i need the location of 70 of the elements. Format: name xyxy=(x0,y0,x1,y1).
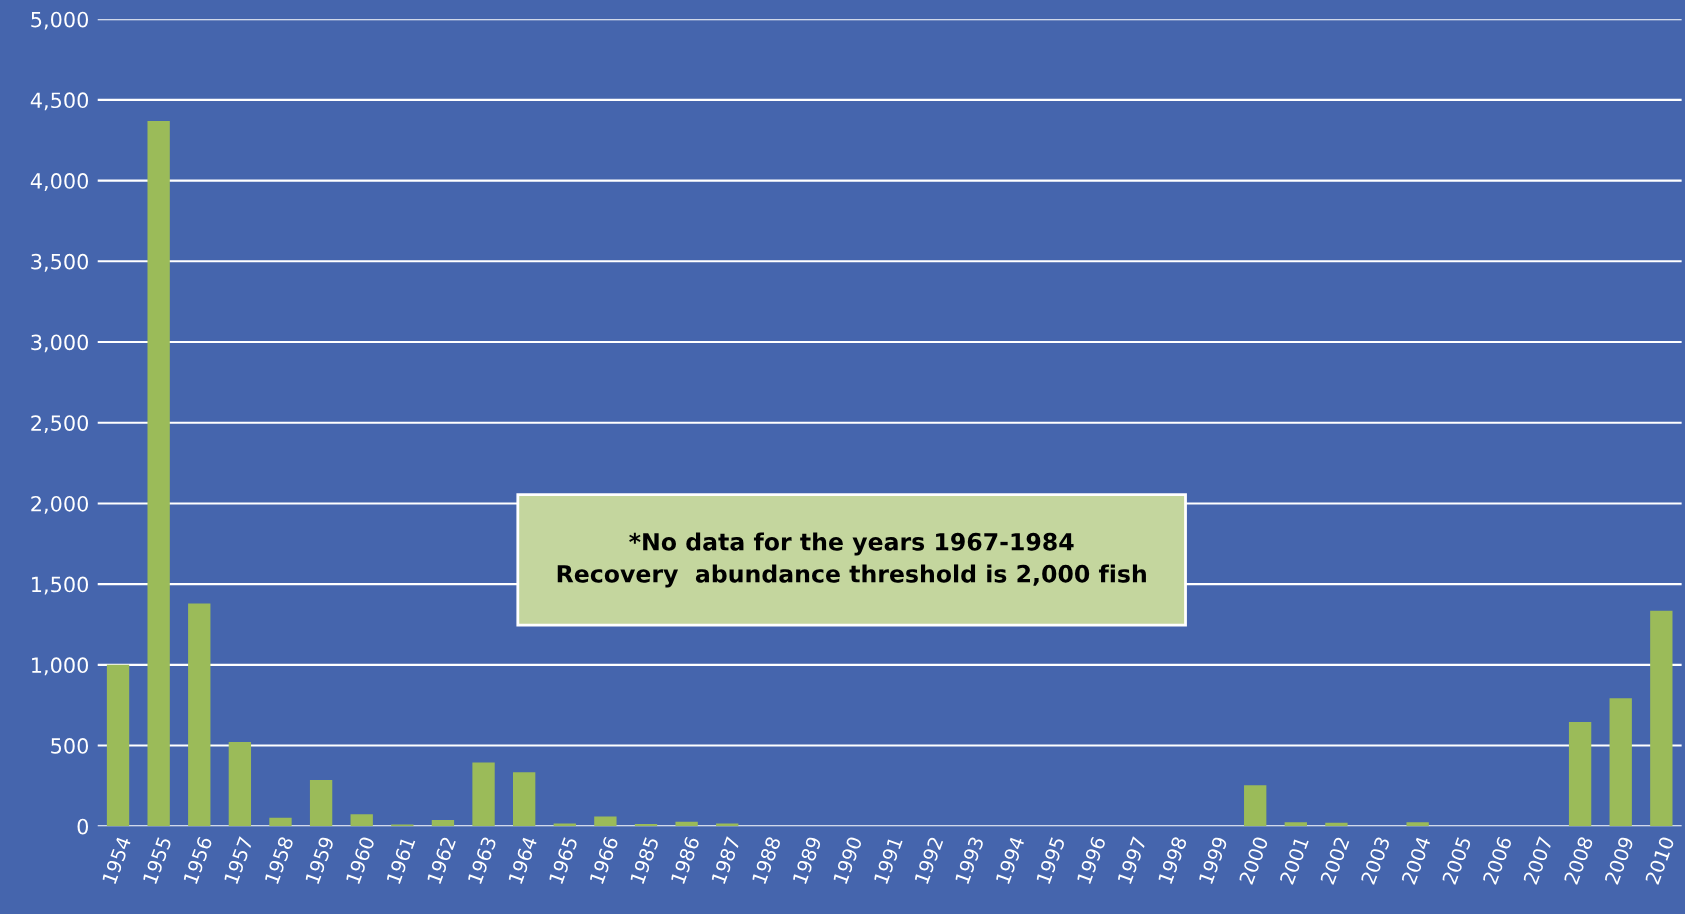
x-tick-label: 1990 xyxy=(832,835,863,885)
y-tick-label: 2,000 xyxy=(31,495,89,514)
y-tick-label: 0 xyxy=(77,818,89,835)
x-tick-label: 1955 xyxy=(142,836,172,885)
x-tick-label: 2009 xyxy=(1604,835,1635,885)
y-tick-label: 1,000 xyxy=(32,657,89,676)
x-tick-label: 1994 xyxy=(995,835,1025,885)
bar xyxy=(1568,721,1592,827)
bar xyxy=(1284,822,1307,827)
y-tick-label: 1,500 xyxy=(32,576,89,595)
x-tick-label: 2008 xyxy=(1563,835,1594,885)
x-tick-label: 1993 xyxy=(954,836,985,885)
x-tick-label: 2005 xyxy=(1441,836,1472,885)
x-tick-label: 1960 xyxy=(345,835,376,885)
x-tick-label: 1966 xyxy=(589,835,619,885)
x-tick-label: 1958 xyxy=(264,835,294,885)
bar xyxy=(1609,698,1632,827)
bar xyxy=(594,816,617,827)
bar xyxy=(1650,610,1673,827)
bar xyxy=(472,762,495,827)
bar xyxy=(513,772,536,827)
x-tick-label: 1998 xyxy=(1157,835,1188,885)
x-tick-label: 1957 xyxy=(223,836,254,885)
x-tick-label: 2002 xyxy=(1319,836,1350,885)
x-tick-label: 2004 xyxy=(1401,835,1432,885)
x-tick-label: 1992 xyxy=(914,836,944,885)
y-tick-label: 3,000 xyxy=(31,334,89,353)
x-tick-label: 2006 xyxy=(1482,835,1513,885)
x-tick-label: 1988 xyxy=(751,835,782,885)
x-tick-label: 2000 xyxy=(1238,835,1269,885)
bar xyxy=(228,742,252,827)
y-tick-label: 500 xyxy=(51,738,89,754)
x-tick-label: 1989 xyxy=(792,835,822,885)
x-tick-label: 1964 xyxy=(507,835,538,885)
bar xyxy=(675,821,698,827)
bar xyxy=(309,779,333,827)
y-tick-label: 5,000 xyxy=(31,11,89,30)
bar xyxy=(431,819,455,827)
bar xyxy=(147,120,170,827)
x-tick-label: 2003 xyxy=(1360,836,1391,885)
x-tick-label: 1963 xyxy=(467,836,497,885)
y-tick-label: 3,500 xyxy=(31,253,89,272)
x-tick-label: 1996 xyxy=(1076,835,1107,885)
y-tick-label: 2,500 xyxy=(31,415,89,434)
x-tick-label: 1985 xyxy=(629,836,660,885)
x-tick-label: 1959 xyxy=(304,835,335,885)
y-tick-label: 4,000 xyxy=(30,173,89,191)
x-tick-label: 2001 xyxy=(1279,836,1309,885)
bar xyxy=(269,817,292,827)
bar xyxy=(1406,822,1429,827)
bar xyxy=(188,603,211,827)
y-tick-label: 4,500 xyxy=(30,92,89,111)
bar xyxy=(350,814,373,827)
x-tick-label: 1997 xyxy=(1117,836,1147,885)
bar xyxy=(1244,785,1267,827)
bar xyxy=(1325,822,1348,827)
x-tick-label: 1991 xyxy=(873,836,903,885)
x-tick-label: 1995 xyxy=(1035,836,1066,885)
bar xyxy=(106,664,130,827)
x-tick-label: 1956 xyxy=(183,835,213,885)
x-tick-label: 2007 xyxy=(1522,836,1553,885)
x-tick-label: 1954 xyxy=(101,835,132,885)
annotation: *No data for the years 1967-1984 Recovery abundance threshold is 2,000 fish xyxy=(557,532,1146,588)
x-tick-label: 1986 xyxy=(670,835,700,885)
x-tick-label: 1962 xyxy=(426,836,457,885)
x-tick-label: 1987 xyxy=(710,836,741,885)
x-tick-label: 2010 xyxy=(1644,835,1675,885)
x-tick-label: 1999 xyxy=(1198,835,1228,885)
x-tick-label: 1965 xyxy=(548,836,578,885)
x-tick-label: 1961 xyxy=(386,836,416,885)
